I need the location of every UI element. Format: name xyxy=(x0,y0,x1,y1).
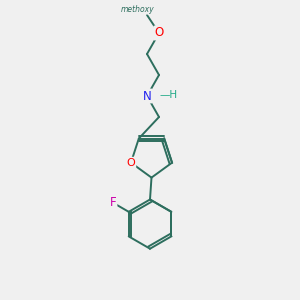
Text: F: F xyxy=(110,196,116,209)
Text: —H: —H xyxy=(160,90,178,100)
Text: methoxy: methoxy xyxy=(121,5,155,14)
Text: O: O xyxy=(154,26,164,40)
Text: N: N xyxy=(142,89,152,103)
Text: O: O xyxy=(127,158,135,168)
